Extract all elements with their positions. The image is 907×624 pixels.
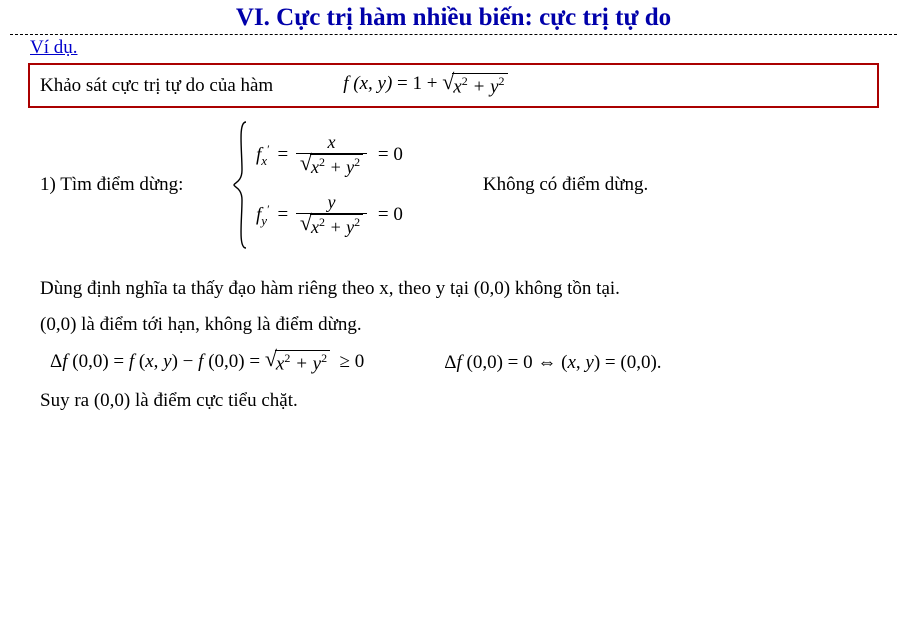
equations: fx′ = x √ x2 + y2 = 0: [252, 120, 403, 250]
problem-box: Khảo sát cực trị tự do của hàm f (x, y) …: [28, 63, 879, 108]
delta-equations: Δf (0,0) = f (x, y) − f (0,0) = √ x2 + y…: [50, 350, 857, 375]
delta-eq-2: Δf (0,0) = 0 ⇔ (x, y) = (0,0).: [444, 352, 661, 374]
delta-eq-1: Δf (0,0) = f (x, y) − f (0,0) = √ x2 + y…: [50, 350, 364, 375]
eq1-rhs: = 0: [378, 144, 403, 166]
example-label: Ví dụ.: [30, 37, 897, 59]
step1-row: 1) Tìm điểm dừng: fx′ = x √ x2: [40, 120, 867, 250]
eq1-den: x2 + y2: [310, 154, 363, 178]
equation-1: fx′ = x √ x2 + y2 = 0: [256, 132, 403, 178]
equation-2: fy′ = y √ x2 + y2 = 0: [256, 192, 403, 238]
page: VI. Cực trị hàm nhiều biến: cực trị tự d…: [0, 0, 907, 430]
fn-sqrt: √ x2 + y2: [442, 73, 507, 98]
eq1-num: x: [324, 132, 340, 153]
section-title: VI. Cực trị hàm nhiều biến: cực trị tự d…: [10, 4, 897, 32]
eq2-fraction: y √ x2 + y2: [296, 192, 367, 238]
no-stationary-text: Không có điểm dừng.: [483, 174, 648, 196]
divider: [10, 34, 897, 35]
eq2-rhs: = 0: [378, 204, 403, 226]
eq2-sup: ′: [267, 202, 270, 216]
eq2-den: x2 + y2: [310, 214, 363, 238]
delta1-radicand: x2 + y2: [275, 350, 330, 375]
paragraph-2: (0,0) là điểm tới hạn, không là điểm dừn…: [40, 314, 867, 336]
fn-one: 1: [413, 73, 423, 94]
eq1-sup: ′: [267, 142, 270, 156]
left-brace: [230, 120, 252, 250]
brace-icon: [232, 120, 250, 250]
function-definition: f (x, y) = 1 + √ x2 + y2: [343, 73, 507, 98]
eq1-fraction: x √ x2 + y2: [296, 132, 367, 178]
fn-radicand: x2 + y2: [452, 73, 507, 98]
fn-plus: +: [427, 73, 438, 94]
problem-text: Khảo sát cực trị tự do của hàm: [40, 75, 273, 97]
conclusion: Suy ra (0,0) là điểm cực tiểu chặt.: [40, 390, 867, 412]
fn-eq: =: [397, 73, 408, 94]
paragraph-1: Dùng định nghĩa ta thấy đạo hàm riêng th…: [40, 278, 867, 300]
equation-system: fx′ = x √ x2 + y2 = 0: [230, 120, 403, 250]
eq2-num: y: [324, 192, 340, 213]
step1-label: 1) Tìm điểm dừng:: [40, 174, 230, 196]
fn-lhs: f (x, y): [343, 73, 392, 94]
